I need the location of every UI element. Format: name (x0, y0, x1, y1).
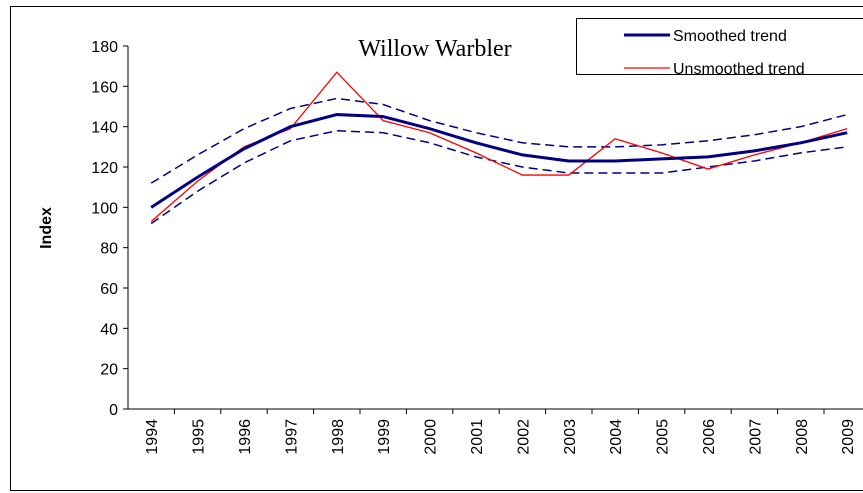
series-line (150, 97, 848, 184)
x-tick-label: 1994 (144, 419, 161, 455)
x-tick-label: 2008 (794, 419, 811, 455)
series-line (150, 129, 848, 225)
y-tick-label: 140 (91, 120, 118, 137)
legend-box (576, 18, 863, 75)
chart-border (10, 6, 863, 491)
y-tick-label: 180 (91, 39, 118, 56)
x-tick-label: 2001 (469, 419, 486, 455)
y-tick-label: 100 (91, 200, 118, 217)
x-tick-label: 2009 (840, 419, 857, 455)
y-tick-label: 20 (100, 362, 118, 379)
series-line (150, 71, 848, 222)
x-tick-label: 2000 (423, 419, 440, 455)
legend-label: Smoothed trend (673, 28, 787, 45)
y-tick-label: 40 (100, 321, 118, 338)
x-tick-label: 2004 (608, 419, 625, 455)
y-tick-label: 120 (91, 160, 118, 177)
x-tick-label: 1997 (283, 419, 300, 455)
x-tick-label: 1995 (191, 419, 208, 455)
chart-title: Willow Warbler (358, 36, 511, 62)
legend-label: Unsmoothed trend (673, 61, 805, 78)
y-tick-label: 0 (109, 402, 118, 419)
series-line (150, 113, 848, 209)
y-tick-label: 80 (100, 241, 118, 258)
x-tick-label: 1996 (237, 419, 254, 455)
x-tick-label: 2007 (747, 419, 764, 455)
x-tick-label: 2005 (655, 419, 672, 455)
y-tick-label: 160 (91, 79, 118, 96)
x-tick-label: 2003 (562, 419, 579, 455)
y-tick-label: 60 (100, 281, 118, 298)
x-tick-label: 1998 (330, 419, 347, 455)
x-tick-label: 1999 (376, 419, 393, 455)
x-tick-label: 2002 (515, 419, 532, 455)
x-tick-label: 2006 (701, 419, 718, 455)
y-axis-label: Index (38, 207, 55, 249)
